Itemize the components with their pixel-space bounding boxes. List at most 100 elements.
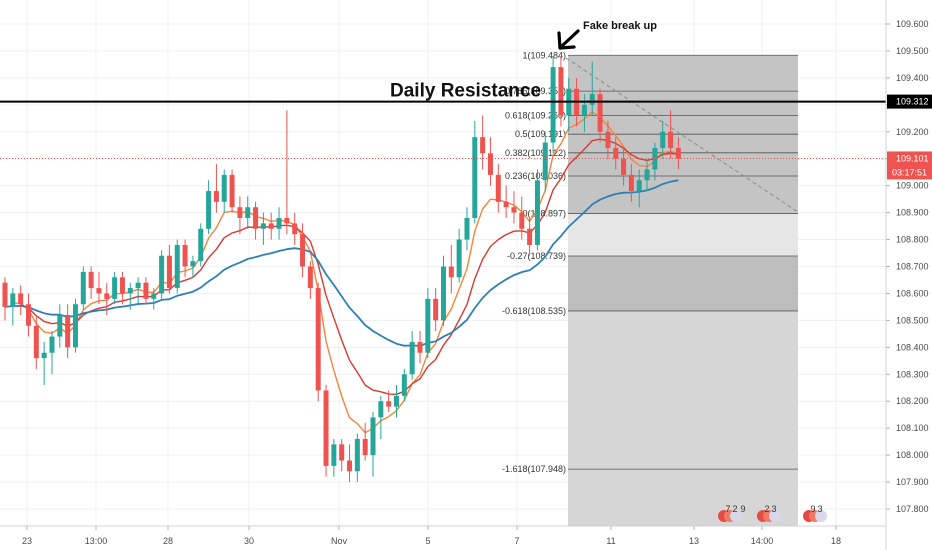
candle [41,341,47,386]
candle-body [425,298,431,353]
candle [307,261,313,299]
price-tick-label: 109.200 [896,127,929,137]
candle-body [527,228,533,245]
price-tick-label: 109.400 [896,73,929,83]
price-tick-label: 109.500 [896,46,929,56]
price-tick-label: 108.500 [896,315,929,325]
candle [80,266,86,310]
candle [378,395,384,439]
candle [401,368,407,402]
candle-body [190,261,196,267]
candle-body [174,244,180,289]
candle-body [237,207,243,218]
price-tick-label: 108.600 [896,288,929,298]
candle [487,137,493,186]
price-tick-label: 108.000 [896,450,929,460]
price-tick-label: 108.100 [896,423,929,433]
candle-body [33,325,39,359]
event-badge-sub: 3 [771,504,776,514]
candle-body [80,271,86,305]
time-tick-label: 30 [244,536,254,546]
candle-body [558,67,564,116]
trendline-dashed[interactable] [565,57,799,213]
candle [166,244,172,294]
candle-body [394,395,399,407]
candle [448,244,454,294]
candle-body [644,169,650,181]
fib-zone-extension [568,255,798,311]
candle [18,285,24,315]
candle-body [534,180,540,245]
candle [668,110,674,159]
resistance-price-label: 109.312 [896,97,929,107]
candle [104,282,110,315]
candle-body [417,341,423,353]
candle [621,147,627,186]
fib-level-label: 0.236(109.036) [505,171,566,181]
fib-level-label: -0.618(108.535) [502,306,566,316]
candle-body [300,234,306,267]
time-tick-label: 28 [163,536,173,546]
event-badge-count: 7 [725,504,730,514]
candle-body [628,174,634,192]
candle-body [636,180,642,192]
candle-body [229,174,235,208]
candle-body [440,266,446,321]
candle [323,385,329,477]
candle-body [503,201,509,208]
candle [213,164,219,213]
candle [315,282,321,402]
candle [292,212,298,245]
candle [581,94,587,132]
time-tick-label: 11 [606,536,615,546]
candle-body [581,104,587,116]
candle-body [127,288,133,294]
candle-body [362,438,368,456]
price-tick-label: 108.300 [896,369,929,379]
candle-body [57,315,63,337]
candle [636,169,642,208]
candle [511,191,517,224]
event-flag-icon [815,510,827,522]
candle-body [487,153,493,175]
candle-body [597,94,603,132]
candle [644,158,650,192]
fib-level-label: 0.618(109.260) [505,111,566,121]
candle-body [49,336,55,353]
candle-body [354,438,360,472]
candle-body [675,147,681,159]
event-flag-icon [730,510,742,522]
price-tick-label: 107.900 [896,477,929,487]
candle-body [472,137,478,218]
time-tick-label: 18 [831,536,841,546]
candle [597,88,603,143]
candle-body [10,293,16,307]
candle [480,115,486,170]
candle-body [378,401,384,418]
event-flag-icon [769,510,781,522]
candle [268,212,274,240]
candle-body [143,282,149,299]
candle [464,207,470,251]
event-badge-sub: 2 [732,504,737,514]
candle [519,196,525,240]
current-price-tag [887,151,932,180]
time-tick-label: Nov [331,536,348,546]
candle-body [18,293,24,305]
candle-body [151,293,157,299]
current-price-label: 109.101 [896,153,929,163]
candle [331,438,337,477]
candle [112,271,118,305]
candle [386,390,392,412]
candle [370,412,376,477]
fib-level-layer: 1(109.484) 0.786(109.351) 0.618(109.260) 0.… [502,50,798,474]
candle [613,137,619,170]
candle-body [315,288,321,391]
candle [119,271,125,305]
candle-body [331,444,337,466]
